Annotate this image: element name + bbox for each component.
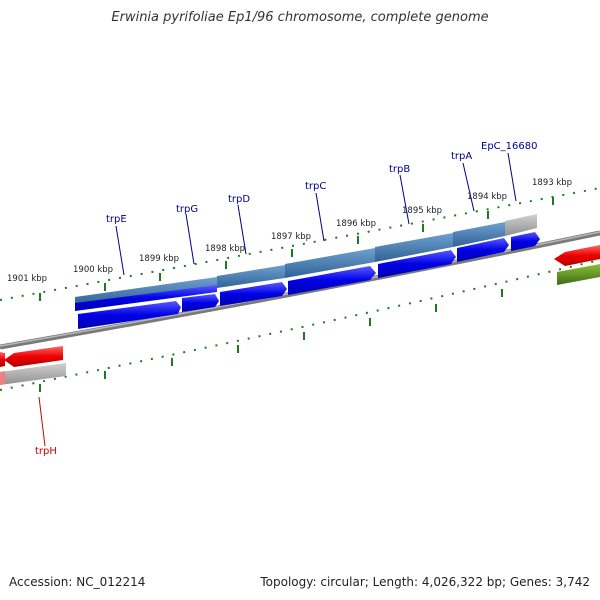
gene-arrow-trpC[interactable] [288,266,376,295]
left-edge-genes [0,346,66,385]
gene-label-trpB[interactable]: trpB [389,164,410,175]
scale-label: 1898 kbp [205,244,245,254]
scale-label: 1895 kbp [402,206,442,216]
scale-label: 1900 kbp [73,265,113,275]
scale-label: 1896 kbp [336,219,376,229]
gene-arrow-trpA[interactable] [457,238,509,262]
label-leaders [38,152,517,447]
scale-label: 1893 kbp [532,178,572,188]
scale-label: 1899 kbp [139,254,179,264]
gene-arrow-trpD[interactable] [220,282,287,306]
scale-labels: 1901 kbp 1900 kbp 1899 kbp 1898 kbp 1897… [7,178,572,284]
operon-bar [75,214,537,311]
gene-label-trpE[interactable]: trpE [106,214,127,225]
gene-box-left-gray[interactable] [0,363,66,385]
gene-label-trpH[interactable]: trpH [35,446,57,457]
major-ticks [39,197,554,301]
gene-arrow-trpB[interactable] [378,250,456,278]
genome-summary-text: Topology: circular; Length: 4,026,322 bp… [260,575,590,589]
scale-label: 1901 kbp [7,274,47,284]
scale-label: 1894 kbp [467,192,507,202]
gene-labels: trpE trpG trpD trpC trpB trpA EpC_16680 … [35,141,537,457]
gene-label-trpA[interactable]: trpA [451,151,472,162]
gene-label-EpC_16680[interactable]: EpC_16680 [481,141,537,152]
gene-label-trpD[interactable]: trpD [228,194,250,205]
gene-arrow-left-red[interactable] [0,352,5,367]
scale-label: 1897 kbp [271,232,311,242]
map-title: Erwinia pyrifoliae Ep1/96 chromosome, co… [111,10,489,25]
accession-text: Accession: NC_012214 [9,575,146,589]
gene-arrow-right-olive[interactable] [557,264,600,285]
gene-arrow-trpE[interactable] [78,301,181,329]
right-edge-genes [554,245,600,285]
inner-major-ticks [39,289,503,392]
gene-arrow-trpH[interactable] [4,346,63,367]
forward-genes [78,232,540,329]
gene-label-trpG[interactable]: trpG [176,204,198,215]
gene-arrow-EpC_16680[interactable] [511,232,540,251]
gene-arrow-right-red[interactable] [554,245,600,266]
gene-arrow-trpG[interactable] [182,294,219,312]
gene-label-trpC[interactable]: trpC [305,181,326,192]
